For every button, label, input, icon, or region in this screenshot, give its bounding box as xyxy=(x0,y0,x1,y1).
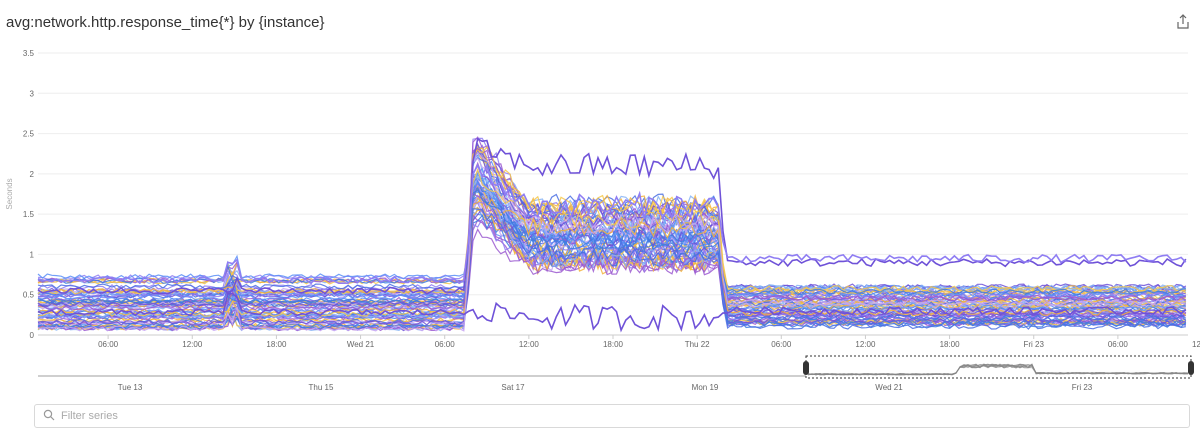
series-line[interactable] xyxy=(37,292,1187,333)
x-tick-label: 12:00 xyxy=(1192,340,1200,349)
x-tick-label: 18:00 xyxy=(266,340,287,349)
y-tick-label: 3 xyxy=(30,89,35,98)
x-tick-label: 06:00 xyxy=(771,340,792,349)
series-line[interactable] xyxy=(37,150,1187,319)
series-line[interactable] xyxy=(37,208,1187,321)
series-line[interactable] xyxy=(37,137,1187,295)
x-tick-label: 18:00 xyxy=(940,340,961,349)
overview-tick-label: Fri 23 xyxy=(1072,383,1093,392)
series-line[interactable] xyxy=(37,195,1187,322)
x-tick-label: 12:00 xyxy=(182,340,203,349)
overview-series xyxy=(807,363,1189,376)
x-tick-label: Fri 23 xyxy=(1024,340,1045,349)
main-chart[interactable]: 0 0.5 1 1.5 2 2.5 3 3.5 Seconds 06:00 12:00 18:00 We… xyxy=(0,0,1200,360)
series-line[interactable] xyxy=(37,192,1186,302)
x-tick-label: Wed 21 xyxy=(347,340,375,349)
y-axis-label: Seconds xyxy=(5,178,14,209)
x-tick-label: 12:00 xyxy=(855,340,876,349)
filter-series-input[interactable] xyxy=(61,407,461,425)
y-tick-label: 2.5 xyxy=(23,130,35,139)
filter-series-box[interactable] xyxy=(34,404,1190,428)
share-export-icon[interactable] xyxy=(1174,13,1192,31)
y-tick-label: 2 xyxy=(30,170,35,179)
overview-left-handle[interactable] xyxy=(803,361,809,375)
series-group xyxy=(37,136,1187,333)
overview-right-handle[interactable] xyxy=(1188,361,1194,375)
y-tick-label: 0.5 xyxy=(23,291,35,300)
y-tick-label: 3.5 xyxy=(23,49,35,58)
y-tick-label: 1 xyxy=(30,250,35,259)
series-line[interactable] xyxy=(37,196,1187,317)
x-tick-label: 06:00 xyxy=(98,340,119,349)
x-tick-label: 12:00 xyxy=(519,340,540,349)
x-tick-label: 06:00 xyxy=(435,340,456,349)
y-tick-label: 0 xyxy=(30,331,35,340)
overview-tick-label: Thu 15 xyxy=(309,383,334,392)
x-tick-label: Thu 22 xyxy=(685,340,710,349)
series-line[interactable] xyxy=(37,189,1186,330)
overview-tick-label: Sat 17 xyxy=(501,383,525,392)
series-line[interactable] xyxy=(37,151,1187,332)
series-line[interactable] xyxy=(37,163,1187,285)
chart-title: avg:network.http.response_time{*} by {in… xyxy=(6,14,325,31)
overview-tick-label: Mon 19 xyxy=(692,383,719,392)
overview-background xyxy=(38,362,1190,377)
y-tick-label: 1.5 xyxy=(23,210,35,219)
series-line[interactable] xyxy=(37,167,1186,295)
x-tick-label: 18:00 xyxy=(603,340,624,349)
search-icon xyxy=(43,409,55,421)
overview-tick-label: Wed 21 xyxy=(875,383,903,392)
overview-tick-label: Tue 13 xyxy=(118,383,143,392)
series-line[interactable] xyxy=(37,186,1186,295)
x-tick-label: 06:00 xyxy=(1108,340,1129,349)
series-line[interactable] xyxy=(37,174,1186,319)
